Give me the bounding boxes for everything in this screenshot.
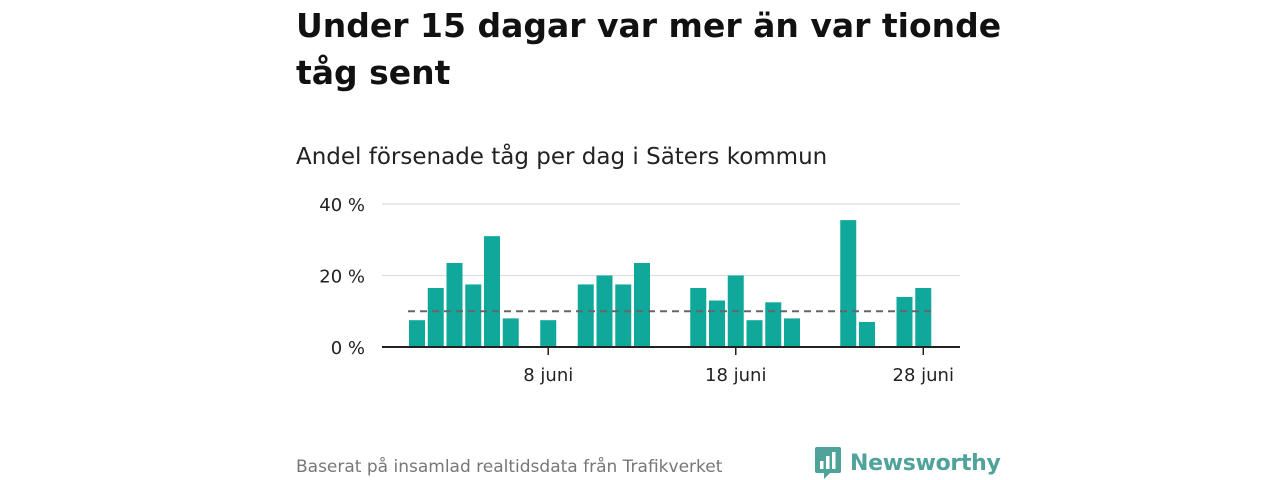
- bar: [746, 320, 763, 347]
- brand-logo: Newsworthy: [814, 446, 1001, 480]
- bar: [409, 320, 425, 347]
- y-tick-label: 40 %: [319, 195, 365, 216]
- bar: [634, 262, 650, 347]
- bar: [446, 262, 463, 347]
- bar: [690, 288, 707, 347]
- chart-subtitle: Andel försenade tåg per dag i Säters kom…: [296, 144, 828, 170]
- brand-name: Newsworthy: [850, 450, 1001, 476]
- bar: [915, 288, 932, 347]
- bar: [465, 284, 482, 347]
- bar: [784, 318, 800, 347]
- bar: [765, 302, 782, 347]
- x-tick-label: 8 juni: [523, 365, 573, 386]
- chart-title: Under 15 dagar var mer än var tionde tåg…: [296, 6, 1002, 92]
- bar: [709, 300, 725, 347]
- y-tick-label: 0 %: [331, 338, 365, 359]
- x-tick-label: 18 juni: [705, 365, 766, 386]
- y-tick-label: 20 %: [319, 267, 365, 288]
- bar: [840, 220, 857, 347]
- source-note: Baserat på insamlad realtidsdata från Tr…: [296, 457, 723, 477]
- bar: [859, 321, 875, 347]
- bar: [427, 288, 444, 347]
- bar: [502, 318, 519, 347]
- x-tick-label: 28 juni: [893, 365, 954, 386]
- bar: [615, 284, 632, 347]
- bar: [577, 284, 594, 347]
- newsworthy-logo-icon: [815, 447, 841, 479]
- bar: [484, 236, 500, 347]
- bar: [896, 296, 913, 347]
- bar: [540, 320, 557, 347]
